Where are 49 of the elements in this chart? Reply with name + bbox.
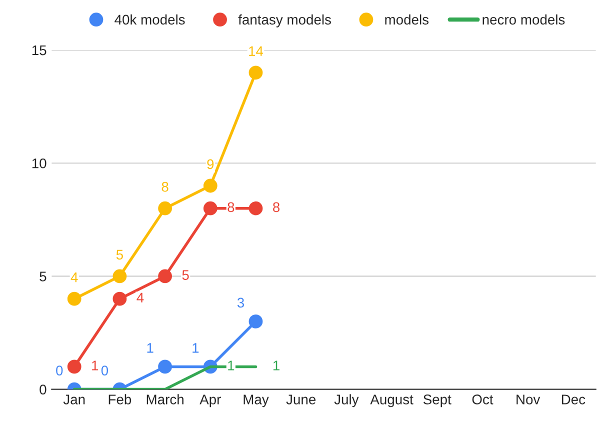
data-label: 5 — [182, 270, 189, 280]
data-label: 4 — [136, 292, 144, 302]
x-tick-label: Oct — [472, 394, 494, 404]
point — [248, 314, 263, 328]
data-label: 5 — [116, 250, 123, 260]
point — [203, 201, 218, 216]
x-tick-label: March — [146, 394, 184, 404]
legend-label: models — [385, 14, 429, 25]
data-label: 8 — [273, 202, 280, 212]
x-tick-label: Dec — [562, 394, 586, 404]
legend-label: necro models — [482, 14, 565, 25]
data-label: 1 — [273, 360, 280, 370]
data-label: 14 — [249, 46, 264, 56]
x-tick-label: June — [286, 394, 316, 404]
x-tick-label: August — [370, 394, 414, 408]
point — [67, 292, 82, 306]
y-tick-label: 0 — [40, 384, 46, 394]
data-label: 3 — [237, 298, 244, 308]
point — [67, 360, 82, 374]
data-label: 0 — [56, 366, 63, 376]
data-label: 1 — [92, 360, 98, 370]
point — [203, 178, 218, 193]
point — [248, 66, 263, 80]
data-label: 1 — [192, 343, 199, 353]
data-label: 9 — [207, 159, 214, 170]
legend-label: fantasy models — [238, 14, 331, 28]
y-tick-label: 5 — [40, 272, 46, 282]
y-tick-label: 10 — [32, 158, 46, 168]
x-tick-label: Apr — [200, 394, 221, 408]
x-tick-label: Sept — [423, 394, 452, 408]
x-tick-label: July — [334, 394, 359, 408]
point — [112, 292, 127, 306]
point — [158, 201, 172, 216]
x-tick-label: Nov — [516, 394, 540, 404]
x-tick-label: Feb — [108, 394, 132, 404]
x-tick-label: Jan — [63, 394, 85, 404]
data-label: 1 — [147, 343, 154, 353]
data-label: 8 — [162, 182, 168, 192]
data-label: 4 — [70, 272, 78, 282]
point — [248, 201, 263, 216]
legend-label: 40k models — [114, 14, 185, 25]
data-label: 8 — [228, 202, 234, 212]
x-tick-label: May — [244, 394, 269, 408]
y-tick-label: 15 — [32, 46, 46, 56]
point — [158, 269, 172, 284]
point — [112, 269, 127, 284]
data-label: 0 — [101, 366, 108, 376]
point — [158, 360, 172, 374]
data-label: 1 — [228, 360, 234, 370]
